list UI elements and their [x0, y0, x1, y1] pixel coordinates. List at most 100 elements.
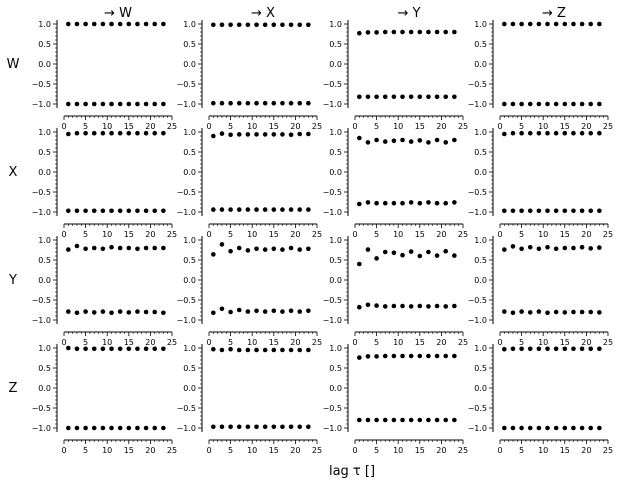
data-point-upper [297, 131, 303, 137]
data-point-upper [579, 346, 585, 352]
data-point-lower [374, 200, 379, 206]
data-point-upper [452, 353, 457, 359]
data-point-lower [297, 424, 303, 430]
y-tick-label: 1.0 [183, 344, 196, 353]
data-point-lower [219, 207, 225, 212]
x-tick-label: 5 [228, 122, 233, 131]
data-point-upper [391, 353, 397, 359]
data-point-upper [527, 244, 533, 250]
y-tick-label: 0.5 [474, 148, 487, 157]
data-point-upper [597, 130, 602, 136]
data-point-lower [297, 100, 303, 106]
data-point-lower [562, 208, 568, 214]
y-tick-label: −0.5 [323, 188, 342, 197]
data-point-upper [228, 132, 233, 138]
data-point-lower [66, 425, 71, 431]
x-tick-label: 10 [102, 122, 112, 131]
panel-Y-3: −1.0 −0.5 0.0 0.5 1.0 0 5 10 15 20 25 [468, 236, 613, 347]
data-point-lower [571, 309, 576, 315]
y-tick-label: 0.5 [329, 148, 342, 157]
y-tick-label: 1.0 [183, 128, 196, 137]
x-tick-label: 0 [352, 338, 357, 347]
data-point-upper [83, 130, 88, 136]
data-point-upper [510, 21, 516, 27]
y-tick-label: −1.0 [323, 208, 342, 217]
data-point-upper [443, 29, 449, 35]
data-point-lower [66, 101, 71, 107]
data-point-upper [143, 346, 149, 352]
panel-X-1: −1.0 −0.5 0.0 0.5 1.0 0 5 10 15 20 25 [177, 128, 322, 239]
data-point-upper [83, 346, 88, 352]
data-point-lower [597, 208, 602, 214]
data-point-lower [211, 207, 216, 212]
data-point-lower [562, 101, 568, 107]
data-point-upper [109, 244, 114, 250]
data-point-upper [74, 21, 80, 27]
data-point-upper [443, 353, 449, 359]
data-point-upper [553, 246, 559, 252]
data-point-upper [306, 246, 311, 252]
y-tick-label: 0.5 [474, 256, 487, 265]
data-point-upper [271, 347, 277, 353]
data-point-upper [91, 21, 97, 27]
data-point-lower [83, 208, 88, 214]
data-point-upper [135, 246, 140, 252]
y-tick-label: −0.5 [177, 296, 196, 305]
data-point-upper [553, 346, 559, 352]
y-tick-label: 0.5 [329, 40, 342, 49]
data-point-lower [443, 417, 449, 423]
data-point-upper [545, 21, 550, 27]
data-point-upper [262, 22, 268, 28]
data-point-lower [262, 207, 268, 212]
data-point-upper [152, 245, 158, 251]
x-tick-label: 0 [206, 230, 211, 239]
y-tick-label: −0.5 [323, 404, 342, 413]
data-point-upper [571, 21, 576, 27]
y-tick-label: 0.0 [329, 60, 342, 69]
x-tick-label: 25 [167, 338, 177, 347]
data-point-lower [391, 303, 397, 309]
data-point-lower [571, 425, 576, 431]
data-point-lower [519, 101, 524, 107]
x-tick-label: 25 [312, 122, 322, 131]
data-point-upper [161, 21, 166, 27]
data-point-lower [417, 303, 423, 309]
data-point-lower [519, 208, 524, 214]
y-tick-label: −0.5 [177, 188, 196, 197]
y-tick-label: 0.5 [183, 364, 196, 373]
x-tick-label: 10 [393, 446, 403, 455]
data-point-lower [161, 101, 166, 107]
data-point-upper [400, 353, 405, 359]
data-point-lower [143, 309, 149, 315]
data-point-upper [510, 346, 516, 352]
data-point-lower [288, 424, 294, 430]
x-tick-label: 25 [458, 122, 468, 131]
data-point-lower [288, 308, 294, 314]
data-point-lower [510, 208, 516, 214]
data-point-upper [571, 245, 576, 251]
data-point-lower [502, 425, 507, 431]
data-point-lower [100, 309, 106, 314]
y-tick-label: 0.0 [474, 60, 487, 69]
x-tick-label: 15 [560, 122, 570, 131]
x-tick-label: 20 [436, 122, 446, 131]
data-point-upper [374, 137, 379, 143]
data-point-lower [91, 101, 97, 107]
x-tick-label: 10 [393, 122, 403, 131]
data-point-upper [400, 252, 405, 258]
data-point-upper [280, 347, 285, 353]
y-tick-label: 1.0 [38, 236, 51, 245]
data-point-lower [228, 309, 233, 315]
x-tick-label: 25 [603, 338, 613, 347]
panel-W-0: −1.0 −0.5 0.0 0.5 1.0 0 5 10 15 20 25 [32, 20, 177, 131]
y-tick-label: 0.0 [329, 384, 342, 393]
x-tick-label: 5 [83, 230, 88, 239]
y-tick-label: −1.0 [32, 208, 51, 217]
data-point-lower [74, 101, 80, 107]
x-tick-label: 25 [458, 230, 468, 239]
data-point-lower [126, 208, 132, 214]
y-tick-label: −1.0 [32, 100, 51, 109]
y-tick-label: −0.5 [32, 404, 51, 413]
x-tick-label: 10 [538, 230, 548, 239]
x-tick-label: 15 [124, 122, 134, 131]
